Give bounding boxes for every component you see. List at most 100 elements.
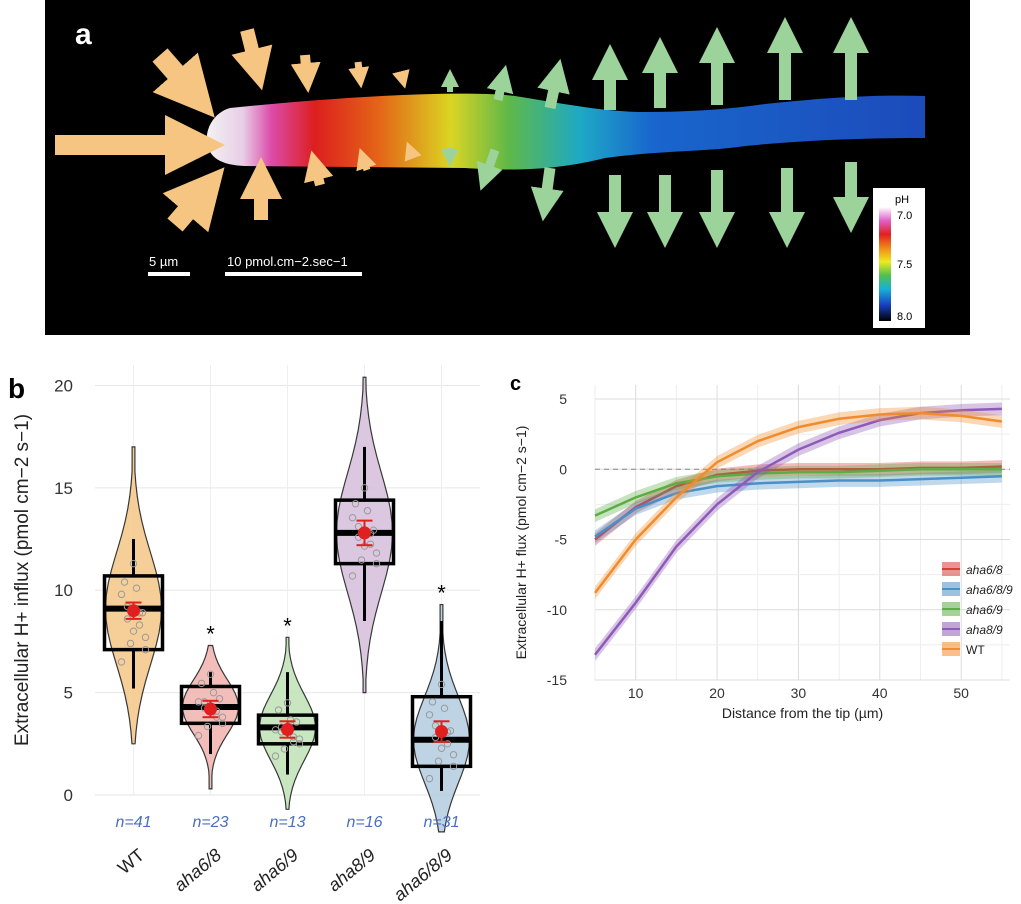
x-tick-label: 20 [709, 685, 725, 701]
data-point [280, 745, 289, 753]
svg-text:7.0: 7.0 [897, 210, 912, 222]
data-point [271, 752, 280, 760]
ph-colorbar: pH 7.0 7.5 8.0 [873, 188, 925, 328]
data-point [437, 680, 446, 689]
series-line-aha8/9 [594, 407, 1002, 656]
significance-star: * [283, 613, 292, 638]
data-point [194, 698, 203, 706]
y-tick-label: 10 [54, 581, 73, 600]
legend-label: aha6/9 [966, 603, 1003, 617]
panel-label-c: c [510, 373, 521, 395]
data-point [443, 740, 452, 748]
confidence-band-aha6/8/9 [595, 469, 1002, 544]
scale-bar-flux: 10 pmol.cm−2.sec−1 [225, 254, 362, 276]
data-point [206, 670, 215, 678]
data-point [141, 645, 150, 654]
y-tick-label: 5 [559, 391, 567, 407]
data-point [348, 514, 357, 522]
svg-text:10 pmol.cm−2.sec−1: 10 pmol.cm−2.sec−1 [227, 254, 348, 269]
data-point [203, 722, 212, 731]
y-tick-label: 5 [64, 684, 73, 703]
confidence-band-aha8/9 [595, 402, 1002, 662]
data-point [351, 500, 360, 508]
scale-bar-length: 5 µm [148, 254, 190, 276]
data-point [141, 633, 150, 642]
series-line-aha6/8/9 [594, 475, 1002, 538]
data-point [437, 744, 446, 752]
y-tick-label: -10 [547, 602, 567, 618]
data-point [360, 484, 369, 492]
legend-label: aha6/8 [966, 563, 1003, 577]
panel-label-b: b [8, 373, 25, 404]
data-point [129, 559, 138, 568]
svg-text:8.0: 8.0 [897, 311, 912, 323]
series-line-aha6/9 [594, 468, 1002, 517]
confidence-band-WT [595, 406, 1002, 600]
data-point [295, 740, 304, 748]
legend-label: WT [966, 643, 985, 657]
data-point [135, 621, 144, 629]
mean-point [358, 526, 371, 540]
x-tick-label: 50 [953, 685, 969, 701]
y-tick-label: 0 [559, 461, 567, 477]
influx-arrows [55, 28, 422, 233]
y-tick-label: 20 [54, 376, 73, 395]
box-aha6/8/9 [410, 694, 473, 769]
panel-c-chart: c 10 20 30 40 50 -15 -10 -5 0 5 Distance from the t… [510, 373, 1013, 721]
data-point [274, 706, 283, 714]
efflux-arrows [441, 17, 869, 248]
legend-label: aha8/9 [966, 623, 1003, 637]
panel-a-image: a [45, 0, 970, 335]
y-tick-label: 15 [54, 479, 73, 498]
data-point [126, 639, 135, 648]
data-point [449, 762, 458, 771]
data-point [372, 559, 381, 568]
y-axis-label: Extracellular H+ influx (pmol cm−2 s−1) [12, 414, 33, 746]
data-point [129, 627, 138, 635]
svg-text:5 µm: 5 µm [149, 254, 178, 269]
mean-point [281, 722, 294, 736]
data-point [132, 584, 141, 592]
y-tick-label: 0 [64, 786, 73, 805]
data-point [117, 658, 126, 666]
data-point [354, 522, 363, 531]
series-line-WT [594, 411, 1003, 594]
svg-text:pH: pH [895, 194, 909, 206]
data-point [117, 590, 126, 599]
violin-WT [104, 446, 163, 745]
category-label: aha8/9 [324, 845, 379, 896]
mean-point [435, 725, 448, 739]
x-tick-label: 40 [872, 685, 888, 701]
category-label: aha6/8/9 [390, 845, 457, 904]
series-line-aha6/8 [594, 465, 1002, 541]
data-point [209, 688, 218, 697]
y-tick-label: -5 [555, 532, 568, 548]
data-point [283, 699, 292, 707]
data-point [366, 540, 375, 548]
data-point [218, 719, 227, 728]
panel-b-chart: b 0 5 10 15 20 Extracellular H+ influx (pmol c… [8, 365, 480, 904]
data-point [425, 711, 434, 719]
data-point [449, 751, 458, 759]
data-point [194, 731, 203, 740]
sample-size-label: n=13 [269, 814, 305, 831]
category-label: aha6/8 [170, 845, 225, 896]
category-label: WT [114, 845, 148, 878]
data-point [348, 572, 357, 580]
mean-point [204, 702, 217, 716]
data-point [440, 704, 449, 713]
data-point [357, 556, 366, 564]
significance-star: * [437, 581, 446, 606]
significance-star: * [206, 622, 215, 647]
y-tick-label: -15 [547, 672, 567, 688]
mean-point [127, 604, 140, 618]
data-point [434, 757, 443, 765]
x-tick-label: 10 [628, 685, 644, 701]
data-point [215, 695, 224, 703]
data-point [372, 549, 381, 557]
x-tick-label: 30 [791, 685, 807, 701]
svg-text:a: a [75, 18, 92, 51]
sample-size-label: n=41 [115, 814, 151, 831]
panel-a-svg: a [55, 17, 925, 328]
confidence-band-aha6/9 [595, 462, 1002, 522]
